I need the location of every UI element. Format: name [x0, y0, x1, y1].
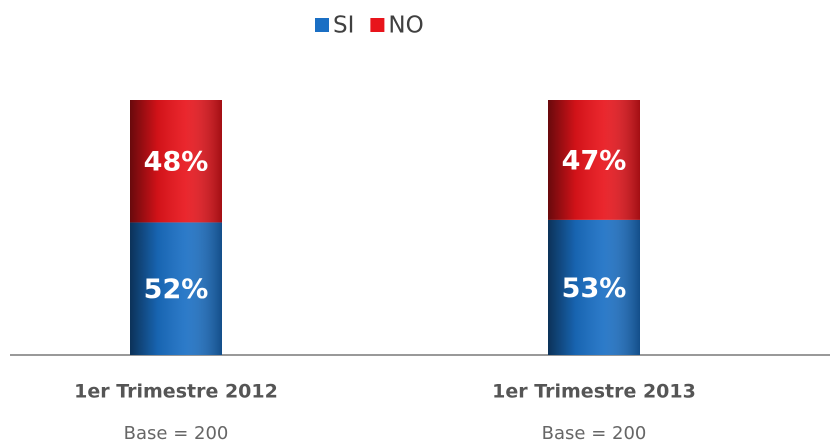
value-label: 52%: [144, 274, 209, 305]
bar-shade: [130, 100, 222, 223]
legend-swatch: [370, 18, 385, 32]
bar-shade: [130, 222, 222, 355]
legend-label: SI: [333, 13, 354, 39]
x-tick-label: 1er Trimestre 2013: [492, 381, 696, 403]
legend-swatch: [315, 18, 329, 32]
bar-shade: [548, 100, 640, 220]
category-note: Base = 200: [124, 423, 229, 444]
value-label: 48%: [144, 147, 209, 178]
value-label: 53%: [562, 273, 627, 304]
value-label: 47%: [562, 145, 627, 176]
legend-label: NO: [388, 13, 423, 39]
bar-shade: [548, 219, 640, 355]
x-tick-label: 1er Trimestre 2012: [74, 381, 278, 403]
category-note: Base = 200: [542, 423, 647, 444]
